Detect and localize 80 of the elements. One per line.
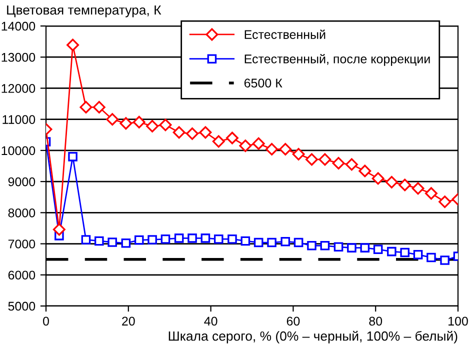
x-tick-label: 40 xyxy=(204,316,218,326)
point xyxy=(334,242,344,252)
point xyxy=(120,117,132,130)
x-tick-label: 20 xyxy=(122,316,135,326)
point xyxy=(240,236,250,246)
point xyxy=(239,140,252,152)
x-tick-label: 0 xyxy=(43,316,49,326)
point xyxy=(132,116,146,128)
point xyxy=(373,244,383,254)
point xyxy=(199,126,212,139)
point xyxy=(52,223,66,236)
point xyxy=(81,235,91,244)
legend-label: Естественный, после коррекции xyxy=(244,54,430,66)
point xyxy=(134,235,144,245)
point xyxy=(188,234,197,243)
point xyxy=(413,250,423,260)
point xyxy=(66,38,80,52)
point xyxy=(412,182,424,195)
point xyxy=(148,235,157,244)
y-tick-label: 6000 xyxy=(8,270,36,280)
point xyxy=(252,137,265,150)
point xyxy=(280,236,290,246)
point xyxy=(226,132,238,144)
y-axis-title: Цветовая температура, К xyxy=(7,5,162,18)
point xyxy=(360,243,370,252)
x-axis-title: Шкала серого, % (0% – черный, 100% – белый) xyxy=(168,330,458,344)
point xyxy=(438,196,452,208)
y-tick-label: 7000 xyxy=(8,240,36,248)
point xyxy=(121,238,131,248)
x-tick-label: 100 xyxy=(448,316,468,326)
legend-label: 6500 К xyxy=(244,78,282,88)
point xyxy=(372,172,384,185)
point xyxy=(358,164,372,178)
point xyxy=(108,238,117,247)
point xyxy=(80,100,92,114)
legend-label: Естественный xyxy=(244,30,326,39)
point xyxy=(318,153,332,166)
y-tick-label: 8000 xyxy=(8,208,36,218)
point xyxy=(186,127,198,140)
point xyxy=(267,238,276,248)
y-tick-label: 13000 xyxy=(2,52,36,62)
point xyxy=(306,153,318,166)
y-tick-label: 10000 xyxy=(2,146,36,156)
point xyxy=(440,256,450,265)
x-tick-label: 80 xyxy=(369,316,382,326)
point xyxy=(159,118,172,132)
point xyxy=(347,243,356,252)
point xyxy=(400,248,410,258)
y-tick-label: 5000 xyxy=(8,302,36,311)
point xyxy=(228,234,237,244)
point xyxy=(68,152,78,162)
point xyxy=(294,238,304,248)
point xyxy=(212,135,225,148)
point xyxy=(214,234,224,244)
point xyxy=(94,236,104,246)
point xyxy=(279,142,292,156)
point xyxy=(320,240,330,250)
y-tick-label: 9000 xyxy=(8,177,36,186)
x-tick-label: 60 xyxy=(286,316,300,326)
point xyxy=(292,148,305,160)
point xyxy=(174,234,184,243)
point xyxy=(200,234,210,243)
point xyxy=(424,187,438,200)
y-tick-label: 11000 xyxy=(2,115,36,124)
point xyxy=(254,238,264,248)
point xyxy=(387,246,396,256)
point xyxy=(172,126,186,139)
point xyxy=(266,142,278,156)
point xyxy=(385,176,398,188)
point xyxy=(160,234,170,244)
point xyxy=(307,240,316,250)
point xyxy=(146,120,159,132)
point xyxy=(92,100,106,114)
y-tick-label: 12000 xyxy=(2,84,36,93)
y-tick-label: 14000 xyxy=(2,22,36,31)
point xyxy=(345,158,358,171)
point xyxy=(426,252,436,262)
point xyxy=(332,156,345,170)
point xyxy=(106,113,119,126)
point xyxy=(398,178,412,192)
